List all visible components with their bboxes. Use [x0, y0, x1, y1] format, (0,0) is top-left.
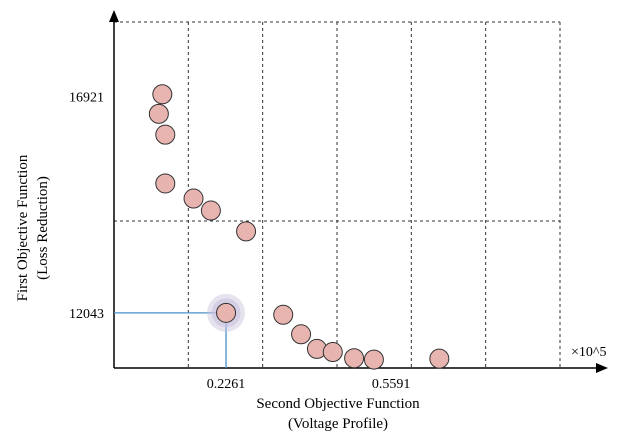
data-point: [152, 84, 173, 105]
x-axis-label-line2: (Voltage Profile): [288, 416, 388, 432]
x-tick-label: 0.5591: [372, 377, 411, 392]
data-point: [429, 348, 450, 369]
data-point: [236, 221, 257, 242]
y-axis-arrow: [109, 10, 119, 22]
y-tick-label: 12043: [69, 307, 104, 322]
x-axis-arrow: [596, 363, 608, 373]
x-tick-label: 0.2261: [207, 377, 246, 392]
x-tick-labels: 0.2261 0.5591: [207, 377, 411, 392]
grid-lines: [114, 21, 561, 368]
x-multiplier-label: ×10^5: [571, 345, 606, 360]
data-points: [148, 84, 450, 370]
data-point: [148, 103, 169, 124]
data-point: [200, 200, 221, 221]
data-point: [322, 342, 343, 363]
data-point: [273, 304, 294, 325]
y-axis: [109, 10, 119, 368]
y-axis-label-line2: (Loss Reduction): [35, 176, 51, 280]
data-point: [291, 324, 312, 345]
data-point: [363, 349, 384, 370]
y-axis-label-line1: First Objective Function: [15, 154, 31, 301]
y-tick-label: 16921: [69, 90, 104, 105]
data-point: [344, 348, 365, 369]
data-point: [155, 124, 176, 145]
y-tick-labels: 16921 12043: [69, 90, 104, 321]
data-point: [155, 173, 176, 194]
x-axis-label-line1: Second Objective Function: [256, 396, 420, 412]
data-point: [183, 188, 204, 209]
data-point: [216, 302, 237, 323]
